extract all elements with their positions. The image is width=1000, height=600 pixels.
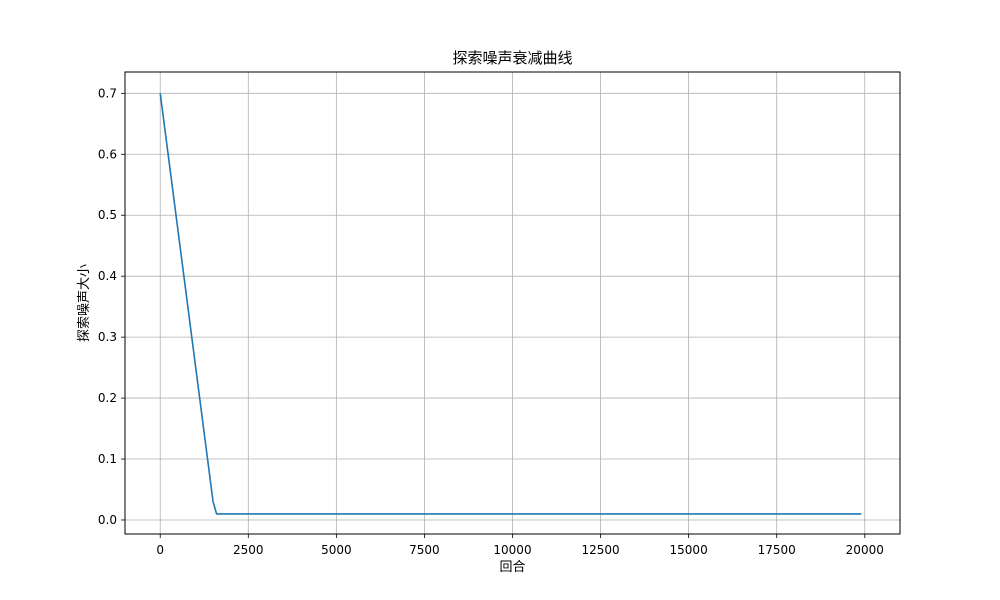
series-line xyxy=(159,93,862,515)
x-tick-label: 15000 xyxy=(670,543,708,557)
x-tick-label: 2500 xyxy=(233,543,264,557)
y-axis-label: 探索噪声大小 xyxy=(77,264,92,342)
series-group xyxy=(159,93,862,515)
y-tick-label: 0.0 xyxy=(98,513,117,527)
x-tick-label: 17500 xyxy=(758,543,796,557)
x-tick-label: 12500 xyxy=(581,543,619,557)
x-tick-label: 10000 xyxy=(493,543,531,557)
y-tick-label: 0.3 xyxy=(98,330,117,344)
y-tick-label: 0.2 xyxy=(98,391,117,405)
x-tick-label: 20000 xyxy=(846,543,884,557)
x-tick-label: 0 xyxy=(156,543,164,557)
chart-title: 探索噪声衰减曲线 xyxy=(452,49,572,67)
grid xyxy=(125,72,900,534)
x-axis-label: 回合 xyxy=(499,560,525,575)
x-tick-label: 5000 xyxy=(321,543,352,557)
y-axis-ticks: 0.0 0.1 0.2 0.3 0.4 0.5 0.6 0.7 xyxy=(98,86,125,527)
x-tick-label: 7500 xyxy=(409,543,440,557)
y-tick-label: 0.5 xyxy=(98,208,117,222)
x-axis-ticks: 0 2500 5000 7500 10000 12500 15000 17500 20000 xyxy=(156,534,884,557)
y-tick-label: 0.1 xyxy=(98,452,117,466)
y-tick-label: 0.4 xyxy=(98,269,117,283)
y-tick-label: 0.7 xyxy=(98,86,117,100)
y-tick-label: 0.6 xyxy=(98,147,117,161)
